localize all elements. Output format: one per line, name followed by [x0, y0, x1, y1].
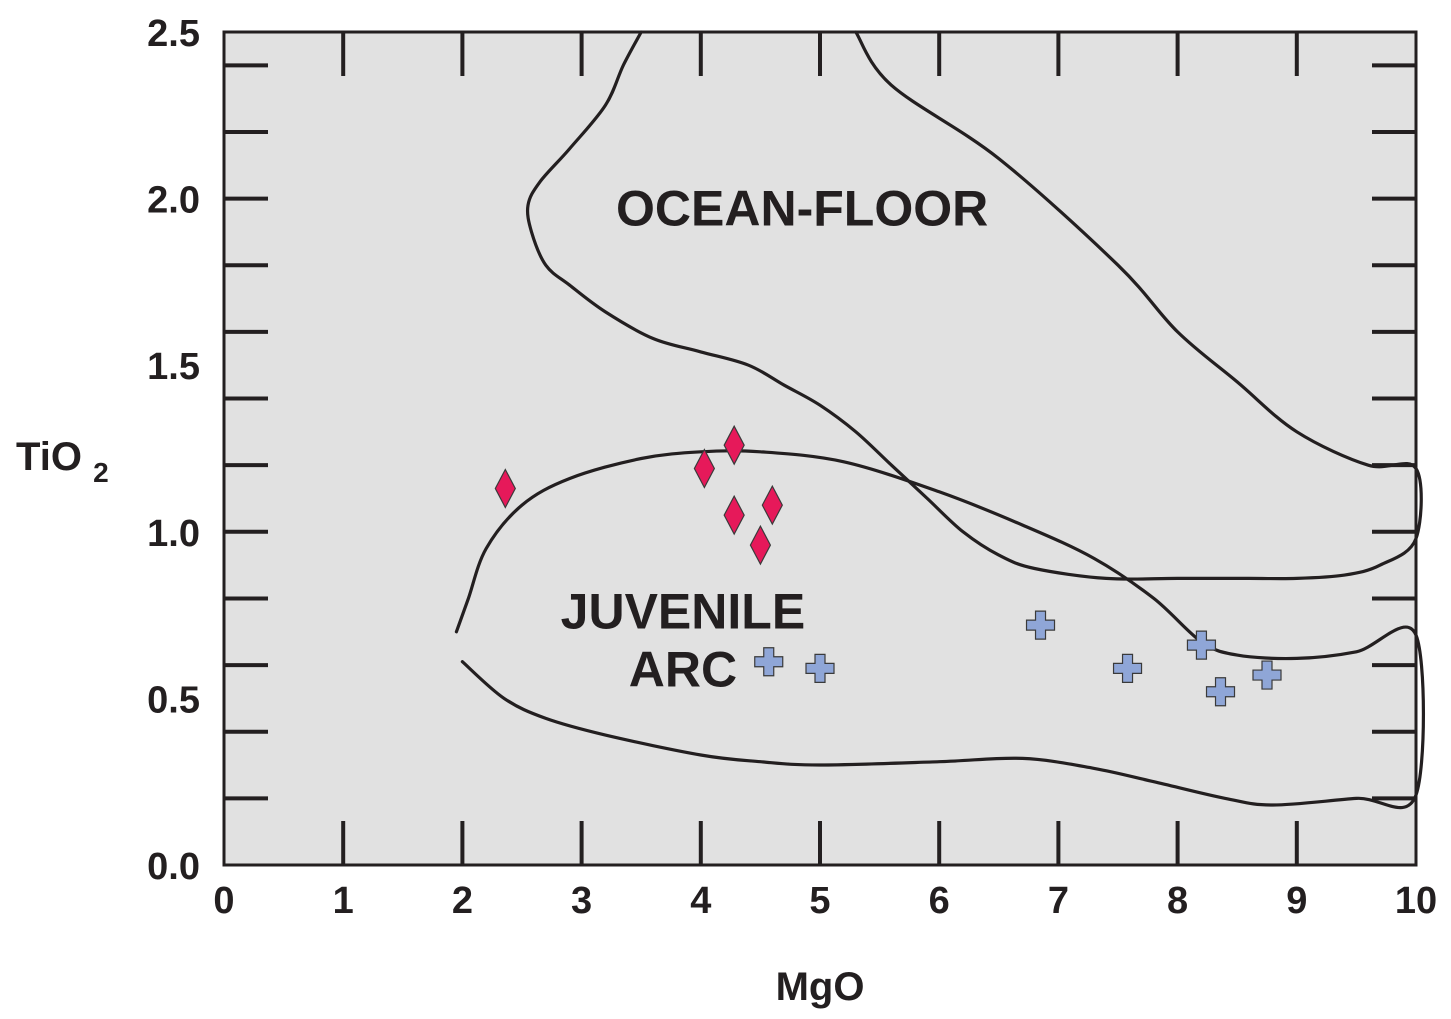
- data-point-diamond: [749, 524, 772, 566]
- region-label: JUVENILE: [561, 583, 806, 639]
- data-point-cross: [1112, 653, 1143, 684]
- x-tick-label: 3: [571, 880, 592, 922]
- y-tick-label: 0.0: [147, 846, 200, 888]
- x-tick-label: 6: [929, 880, 950, 922]
- x-tick-label: 5: [809, 880, 830, 922]
- y-tick-label: 1.0: [147, 513, 200, 555]
- x-tick-label: 1: [333, 880, 354, 922]
- y-axis-title-subscript: 2: [93, 457, 109, 488]
- tick-labels-layer: 0 1 2 3 4 5 6 7 8 9 10 0.0 0.5 1.0 1.5 2.0 2.5: [147, 13, 1437, 922]
- data-point-diamond: [494, 468, 516, 509]
- data-point-diamond: [723, 494, 745, 536]
- y-tick-label: 2.5: [147, 13, 200, 55]
- data-point-cross: [754, 647, 784, 677]
- region-boundary: [454, 449, 1425, 810]
- data-point-cross: [1025, 610, 1056, 640]
- y-tick-label: 1.5: [147, 346, 200, 388]
- x-tick-label: 10: [1395, 880, 1437, 922]
- data-point-cross: [1186, 630, 1217, 660]
- data-point-cross: [805, 653, 835, 684]
- data-point-diamond: [761, 484, 783, 526]
- region-boundary: [525, 30, 1423, 581]
- plot-frame: [222, 30, 1418, 867]
- x-tick-label: 9: [1286, 880, 1307, 922]
- x-tick-label: 7: [1048, 880, 1069, 922]
- x-tick-label: 0: [213, 880, 234, 922]
- x-tick-label: 2: [452, 880, 473, 922]
- x-tick-label: 8: [1167, 880, 1188, 922]
- y-axis-title-main: TiO: [16, 435, 82, 479]
- data-point-diamond: [723, 424, 745, 466]
- data-point-diamond: [693, 448, 716, 489]
- ticks-layer: [224, 32, 1416, 865]
- data-point-cross: [1205, 677, 1236, 707]
- x-tick-label: 4: [690, 880, 711, 922]
- y-tick-label: 2.0: [147, 180, 200, 222]
- region-label: ARC: [629, 641, 737, 697]
- y-tick-label: 0.5: [147, 679, 200, 721]
- x-axis-title: MgO: [776, 965, 865, 1009]
- data-point-cross: [1252, 660, 1282, 690]
- points-layer: [494, 424, 1282, 707]
- plot-background: [224, 32, 1416, 865]
- region-label: OCEAN-FLOOR: [616, 180, 988, 236]
- y-axis-title: TiO 2: [16, 435, 109, 488]
